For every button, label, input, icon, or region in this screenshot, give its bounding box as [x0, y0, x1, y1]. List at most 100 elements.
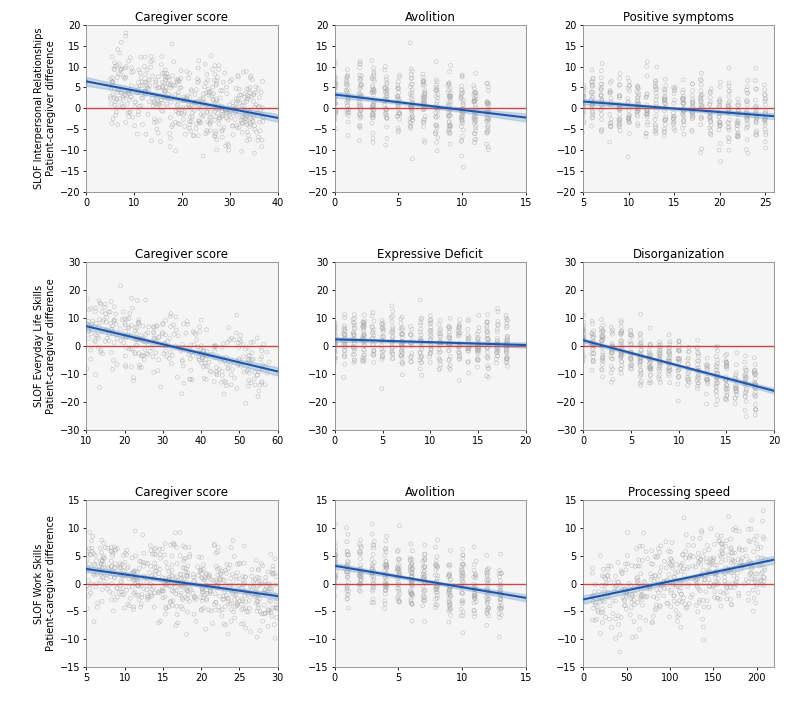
Point [405, 337, 417, 349]
Point [81, 554, 94, 565]
Point [405, 101, 417, 112]
Point [621, 527, 634, 538]
Point [255, 87, 267, 98]
Point [626, 330, 638, 342]
Point [163, 79, 176, 90]
Point [342, 107, 354, 118]
Point [329, 337, 341, 349]
Point [165, 570, 178, 582]
Point [353, 97, 365, 108]
Point [468, 579, 480, 590]
Point [740, 107, 753, 119]
Point [444, 313, 457, 324]
Point [626, 591, 638, 602]
Point [685, 549, 697, 561]
Point [242, 375, 255, 386]
Point [259, 584, 272, 595]
Point [161, 71, 174, 83]
Point [457, 162, 470, 173]
Point [204, 107, 217, 118]
Point [714, 600, 727, 611]
Point [751, 580, 763, 592]
Point [697, 564, 710, 575]
Point [159, 340, 171, 352]
Point [151, 83, 163, 94]
Point [431, 584, 443, 595]
Point [606, 364, 619, 375]
Point [380, 84, 393, 95]
Point [626, 348, 638, 359]
Point [180, 102, 193, 113]
Point [394, 587, 406, 599]
Point [348, 322, 361, 333]
Point [241, 110, 253, 121]
Point [714, 586, 727, 597]
Point [338, 349, 351, 360]
Point [468, 112, 480, 124]
Point [576, 90, 589, 101]
Point [723, 133, 736, 145]
Point [367, 349, 380, 360]
Point [357, 335, 369, 346]
Point [722, 90, 735, 102]
Point [187, 130, 200, 141]
Point [353, 580, 365, 591]
Point [131, 580, 144, 591]
Point [130, 340, 142, 351]
Point [356, 354, 369, 366]
Point [136, 333, 149, 344]
Point [180, 629, 193, 640]
Point [443, 605, 455, 616]
Point [135, 361, 148, 373]
Point [251, 596, 263, 607]
Point [265, 583, 277, 594]
Point [108, 563, 121, 574]
Point [328, 554, 340, 566]
Point [338, 329, 351, 340]
Point [159, 77, 171, 88]
Point [204, 588, 216, 599]
Point [501, 335, 514, 346]
Point [366, 328, 379, 339]
Point [396, 328, 409, 339]
Point [107, 588, 119, 599]
Point [594, 628, 607, 639]
Point [405, 575, 417, 586]
Point [133, 318, 145, 329]
Point [431, 599, 443, 611]
Point [391, 91, 404, 102]
Point [418, 92, 431, 103]
Point [341, 593, 354, 604]
Point [252, 563, 265, 575]
Point [747, 546, 760, 557]
Point [729, 525, 742, 537]
Point [404, 321, 417, 332]
Point [94, 299, 107, 310]
Point [692, 556, 705, 568]
Point [720, 361, 733, 372]
Point [127, 66, 140, 77]
Point [148, 322, 160, 333]
Point [367, 100, 380, 112]
Point [634, 347, 646, 359]
Point [741, 88, 754, 99]
Point [243, 367, 255, 378]
Point [417, 571, 430, 582]
Point [170, 575, 182, 586]
Point [171, 609, 183, 620]
Point [386, 342, 399, 353]
Point [406, 567, 418, 578]
Point [386, 337, 399, 348]
Point [729, 372, 741, 383]
Point [245, 113, 258, 124]
Point [380, 535, 392, 546]
Point [105, 83, 117, 95]
Point [393, 554, 406, 565]
Point [124, 52, 137, 64]
Point [443, 326, 455, 337]
Point [632, 88, 645, 99]
Point [156, 318, 169, 329]
Point [471, 345, 483, 356]
Point [220, 568, 233, 579]
Point [138, 52, 151, 63]
